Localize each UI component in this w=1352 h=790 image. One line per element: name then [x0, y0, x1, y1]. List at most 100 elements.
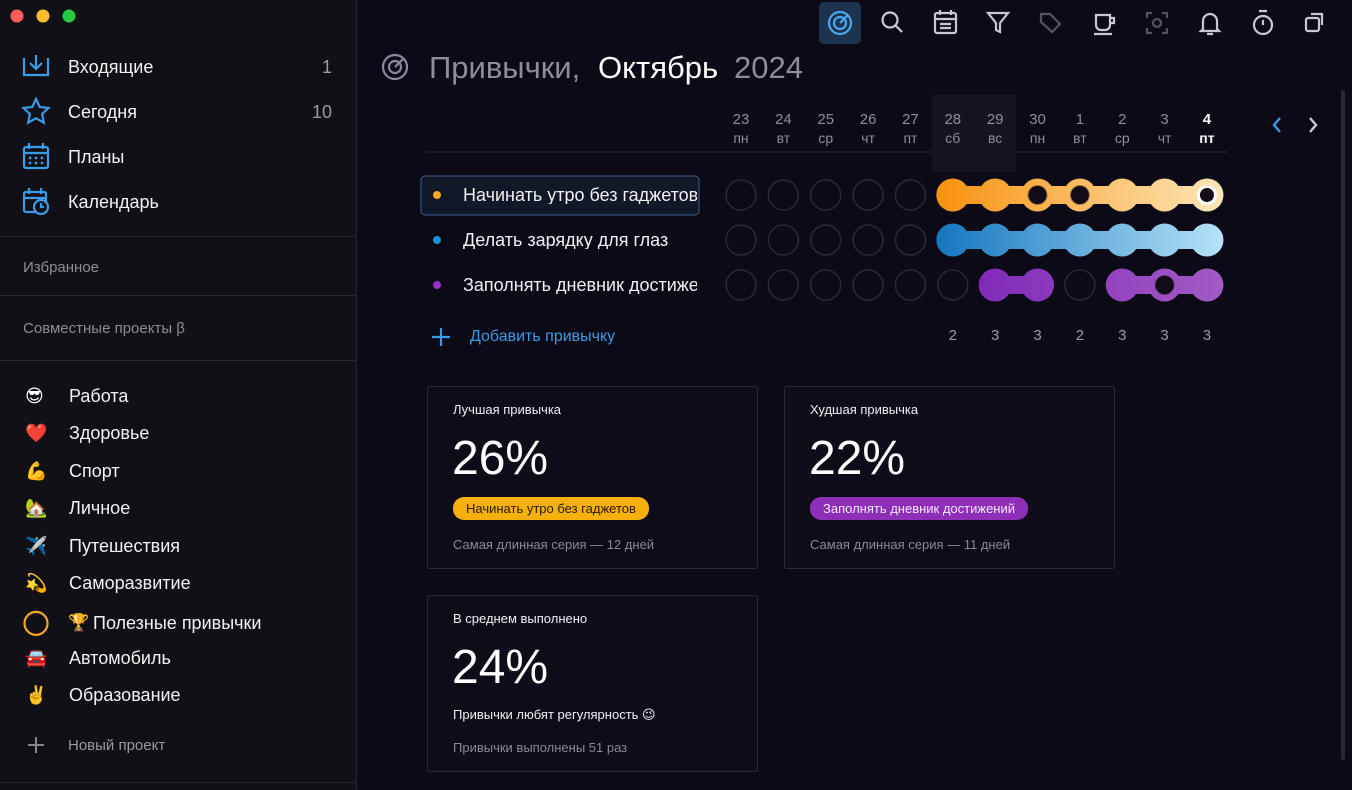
day-weekday: чт [1157, 130, 1172, 146]
scrollbar [1341, 90, 1345, 760]
habit-cell-done [1063, 223, 1097, 257]
calendar-tool[interactable] [933, 10, 958, 35]
filter-tool[interactable] [985, 11, 1011, 34]
prev-button[interactable] [1272, 117, 1281, 133]
separator [0, 782, 356, 783]
habit-cell-done [1105, 178, 1139, 212]
habit-cell-done [1190, 268, 1224, 302]
project-icon: ❤️ [25, 423, 48, 444]
habit-cell-empty [852, 269, 884, 301]
habit-cell-done [978, 268, 1012, 302]
card-title: Худшая привычка [810, 402, 919, 417]
cup-tool[interactable] [1094, 13, 1116, 36]
card-value: 24% [452, 641, 549, 694]
project-name[interactable]: Полезные привычки [93, 613, 262, 634]
page-year: 2024 [734, 50, 803, 85]
project-name[interactable]: Образование [69, 685, 181, 706]
nav-label[interactable]: Календарь [68, 192, 159, 212]
nav-label[interactable]: Входящие [68, 57, 154, 77]
project-icon: 🏆 [68, 613, 90, 633]
card-tag: Начинать утро без гаджетов [453, 497, 649, 520]
day-date: 26 [859, 111, 877, 128]
project-name[interactable]: Работа [69, 386, 129, 406]
add-habit[interactable]: Добавить привычку [470, 328, 616, 345]
habit-cell-empty [725, 179, 757, 211]
project-icon: ✈️ [25, 535, 48, 556]
project-icon: 🏡 [25, 498, 48, 519]
bell-tool[interactable] [1198, 12, 1222, 36]
habits-icon [381, 53, 409, 81]
stat-card [427, 386, 758, 569]
section-label[interactable]: Совместные проекты β [23, 320, 185, 337]
habit-cell-empty [937, 269, 969, 301]
nav-label[interactable]: Планы [68, 147, 125, 167]
habit-name[interactable]: Заполнять дневник достижений [463, 276, 697, 294]
minimize-button[interactable] [36, 9, 50, 23]
nav-label[interactable]: Сегодня [68, 102, 137, 122]
project-icon: 💫 [25, 573, 48, 593]
day-weekday: сб [945, 130, 961, 146]
habit-cell-done [1190, 223, 1224, 257]
habit-cell-empty [809, 224, 842, 256]
next-button[interactable] [1309, 117, 1318, 133]
separator [0, 360, 356, 361]
habit-cell-empty [767, 224, 800, 256]
section-label[interactable]: Избранное [23, 259, 100, 276]
project-name[interactable]: Личное [69, 498, 131, 519]
separator [0, 236, 356, 237]
new-project[interactable]: Новый проект [68, 737, 166, 754]
zoom-button[interactable] [62, 9, 76, 23]
day-weekday: вс [988, 130, 1003, 146]
habit-name[interactable]: Делать зарядку для глаз [463, 231, 669, 249]
day-weekday: пн [733, 130, 749, 146]
nav-icons [21, 55, 51, 216]
day-date: 25 [817, 111, 835, 128]
project-icon: 😎 [25, 386, 44, 406]
tag-tool[interactable] [1039, 12, 1062, 34]
day-date: 28 [944, 111, 962, 128]
habit-cell-empty [767, 269, 800, 301]
day-date: 29 [986, 111, 1004, 128]
day-weekday: пт [1199, 130, 1215, 146]
focus-tool[interactable] [1145, 11, 1169, 35]
project-name[interactable]: Путешествия [69, 535, 181, 556]
nav-count: 1 [321, 57, 332, 77]
add-icon [432, 328, 450, 346]
timer-tool[interactable] [1252, 9, 1274, 36]
habit-cell-done [936, 178, 970, 212]
project-ring [23, 610, 49, 637]
habit-cell-done [936, 223, 970, 257]
plus-icon [28, 737, 44, 753]
separator [0, 295, 356, 296]
habit-cell-empty [725, 224, 757, 256]
habits-tool[interactable] [827, 10, 853, 36]
card-note: Самая длинная серия — 11 дней [810, 537, 1011, 552]
day-weekday: пт [903, 130, 918, 146]
star-icon [21, 96, 51, 125]
day-date: 3 [1160, 111, 1169, 128]
toolbar [827, 9, 1324, 36]
project-icon: 🚘 [25, 647, 48, 668]
day-date: 23 [732, 111, 750, 128]
habit-cell-empty [894, 269, 927, 301]
day-date: 24 [775, 111, 792, 128]
habit-name[interactable]: Начинать утро без гаджетов [463, 186, 697, 204]
project-name[interactable]: Саморазвитие [69, 573, 191, 593]
day-total: 3 [990, 327, 1000, 344]
search-tool[interactable] [881, 11, 903, 33]
habit-cell-empty [809, 269, 842, 301]
habit-bullet [433, 236, 441, 244]
project-name[interactable]: Автомобиль [69, 647, 171, 668]
close-button[interactable] [10, 9, 24, 23]
project-name[interactable]: Спорт [69, 460, 120, 481]
habit-cell-empty [809, 179, 842, 211]
habit-bullet [433, 281, 441, 289]
weekend-column [973, 95, 1017, 172]
sidebar [0, 0, 357, 790]
day-weekday: ср [1114, 130, 1130, 146]
project-name[interactable]: Здоровье [69, 423, 150, 444]
card-note: Самая длинная серия — 12 дней [453, 537, 655, 552]
windows-tool[interactable] [1304, 12, 1324, 33]
